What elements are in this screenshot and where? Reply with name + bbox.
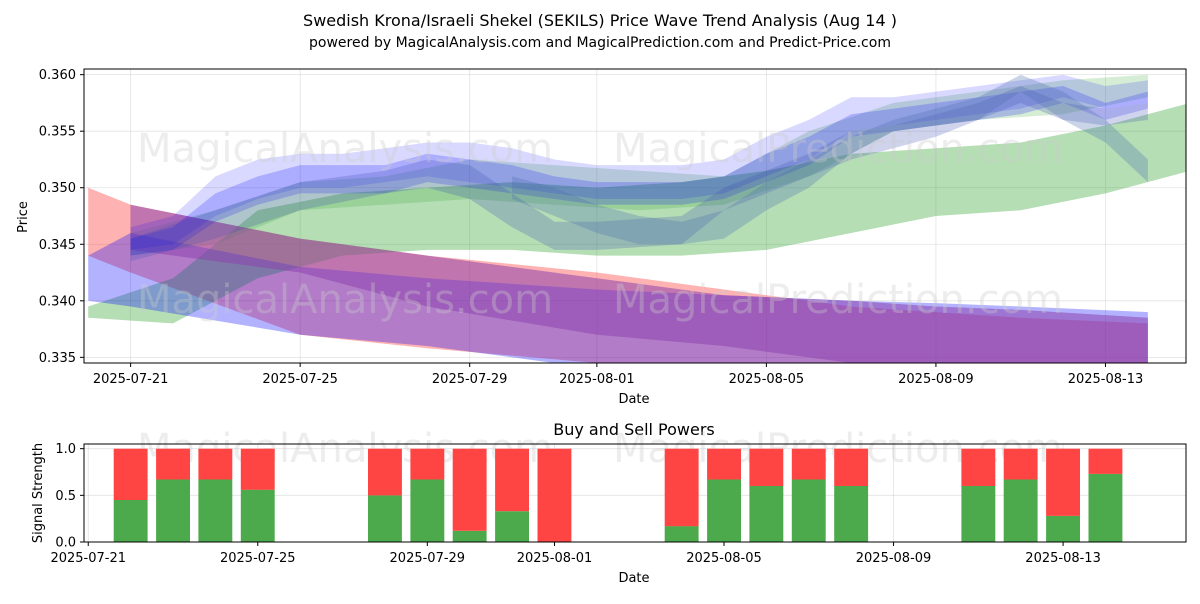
buy-bar	[791, 479, 826, 542]
sell-bar	[1088, 448, 1123, 474]
signal-x-tick-label: 2025-07-25	[220, 551, 296, 566]
price-x-tick-label: 2025-08-09	[898, 372, 974, 387]
signal-plot-title: Buy and Sell Powers	[553, 420, 715, 439]
sell-bar	[156, 448, 190, 480]
sell-bar	[1046, 448, 1080, 516]
watermark-prediction-mid: MagicalPrediction.com	[613, 277, 1063, 323]
blue-wave-3	[130, 86, 1148, 262]
signal-x-tick-label: 2025-07-29	[390, 551, 466, 566]
buy-bar	[834, 486, 869, 542]
blue-wave-1	[130, 74, 1148, 250]
buy-bar	[495, 511, 529, 542]
sell-bar	[240, 448, 275, 490]
chart-title: Swedish Krona/Israeli Shekel (SEKILS) Pr…	[303, 11, 897, 30]
signal-y-tick-label: 0.5	[55, 489, 76, 504]
price-x-axis-label: Date	[618, 392, 649, 407]
price-x-tick-label: 2025-07-25	[262, 372, 338, 387]
price-x-ticks: 2025-07-21 2025-07-25 2025-07-29 2025-08-01…	[93, 363, 1143, 387]
sell-bar	[537, 448, 572, 542]
buy-bar	[1046, 515, 1080, 542]
signal-y-tick-label: 0.0	[55, 536, 76, 551]
signal-x-tick-label: 2025-08-13	[1025, 551, 1101, 566]
sell-bar	[1003, 448, 1038, 480]
price-x-tick-label: 2025-07-21	[93, 372, 169, 387]
watermark-analysis-top: MagicalAnalysis.com	[137, 126, 553, 172]
price-watermarks: MagicalAnalysis.com MagicalPrediction.co…	[137, 126, 1063, 323]
price-y-axis-label: Price	[16, 201, 31, 233]
sell-bar	[410, 448, 445, 480]
signal-x-axis-label: Date	[618, 571, 649, 586]
signal-y-ticks: 0.0 0.5 1.0	[55, 442, 84, 551]
watermark-prediction-top: MagicalPrediction.com	[613, 126, 1063, 172]
price-plot-frame	[83, 68, 1187, 364]
buy-bar	[156, 479, 190, 542]
price-x-tick-label: 2025-08-05	[729, 372, 805, 387]
sell-bar	[368, 448, 402, 496]
buy-bar	[961, 486, 996, 542]
signal-x-tick-label: 2025-07-21	[50, 551, 126, 566]
signal-y-axis-label: Signal Strength	[31, 443, 46, 543]
sell-bar	[749, 448, 784, 486]
price-y-tick-label: 0.340	[39, 294, 76, 309]
buy-bar	[410, 479, 445, 542]
buy-bar	[368, 495, 402, 542]
buy-bar	[452, 530, 487, 542]
signal-bars	[113, 448, 1123, 542]
price-x-tick-label: 2025-07-29	[432, 372, 508, 387]
price-y-tick-label: 0.350	[39, 181, 76, 196]
price-y-tick-label: 0.345	[39, 238, 76, 253]
sell-bar	[452, 448, 487, 531]
signal-plot-frame	[83, 443, 1187, 543]
buy-bar	[749, 486, 784, 542]
green-band-2	[130, 74, 1148, 256]
price-y-tick-label: 0.355	[39, 125, 76, 140]
buy-bar	[707, 479, 741, 542]
signal-x-tick-label: 2025-08-09	[856, 551, 932, 566]
signal-x-tick-label: 2025-08-05	[686, 551, 762, 566]
price-y-ticks: 0.335 0.340 0.345 0.350 0.355 0.360	[39, 68, 84, 366]
blue-wave-2	[130, 86, 1148, 256]
sell-bar	[198, 448, 233, 480]
sell-bar	[664, 448, 699, 527]
price-y-tick-label: 0.335	[39, 351, 76, 366]
buy-bar	[113, 500, 148, 542]
price-plot: MagicalAnalysis.com MagicalPrediction.co…	[16, 68, 1187, 407]
signal-x-tick-label: 2025-08-01	[517, 551, 593, 566]
chart-subtitle: powered by MagicalAnalysis.com and Magic…	[309, 35, 891, 51]
buy-bar	[198, 479, 233, 542]
sell-bar	[961, 448, 996, 486]
buy-bar	[664, 526, 699, 542]
price-bands	[88, 74, 1186, 363]
sell-bar	[834, 448, 869, 486]
green-band-main	[88, 104, 1186, 324]
buy-bar	[240, 489, 275, 542]
sell-bar	[791, 448, 826, 480]
signal-y-tick-label: 1.0	[55, 442, 76, 457]
price-x-tick-label: 2025-08-13	[1068, 372, 1144, 387]
sell-bar	[113, 448, 148, 500]
blue-wave-4	[512, 74, 1148, 245]
sell-bar	[495, 448, 529, 512]
sell-bar	[707, 448, 741, 480]
watermark-analysis-mid: MagicalAnalysis.com	[137, 277, 553, 323]
purple-band	[130, 204, 1148, 363]
price-y-tick-label: 0.360	[39, 68, 76, 83]
buy-bar	[1088, 473, 1123, 542]
signal-plot: Buy and Sell Powers MagicalAnalysis.com …	[31, 420, 1187, 586]
buy-bar	[1003, 479, 1038, 542]
signal-x-ticks: 2025-07-21 2025-07-25 2025-07-29 2025-08-01…	[50, 542, 1101, 566]
price-x-tick-label: 2025-08-01	[559, 372, 635, 387]
